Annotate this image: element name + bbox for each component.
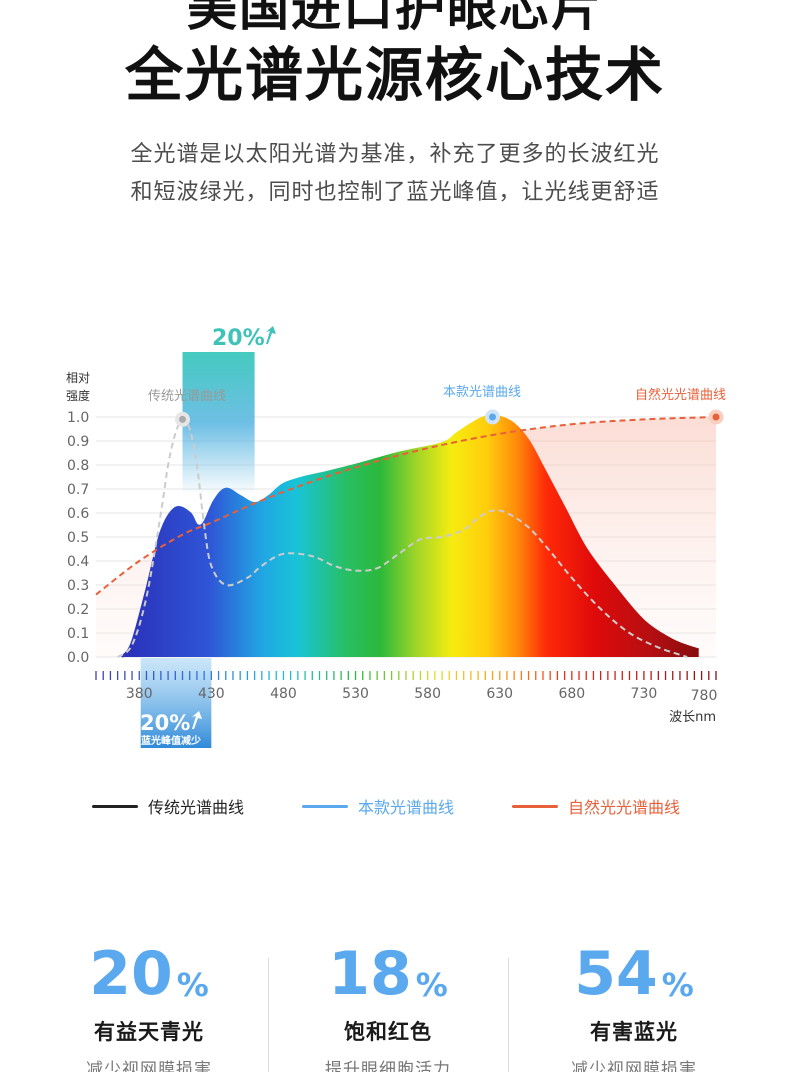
stat-unit: % [176,966,209,1004]
x-axis-label: 波长nm [669,710,716,725]
y-tick-labels: 0.0 0.1 0.2 0.3 0.4 0.5 0.6 0.7 0.8 0.9 1.0 [67,410,89,666]
y-tick-label: 0.7 [67,482,89,498]
up-arrow-icon [192,711,202,729]
y-tick-label: 0.0 [67,650,89,666]
y-tick-label: 0.2 [67,602,89,618]
stat-unit: % [661,966,694,1004]
x-ticks [95,671,717,680]
y-tick-label: 1.0 [67,410,89,426]
stat-desc: 减少视网膜损害 [86,1060,212,1072]
x-tick-label: 730 [631,686,658,702]
x-tick-labels: 380 430 480 530 580 630 680 730 780 [126,686,717,704]
x-tick-label: 780 [691,688,718,704]
x-tick-label: 680 [558,686,585,702]
bottom-percent-badge: 20% [140,711,190,735]
stat-label: 饱和红色 [344,1020,432,1044]
traditional-curve-line [116,418,688,658]
x-tick-label: 380 [126,686,153,702]
legend-item-traditional: 传统光谱曲线 [92,792,244,820]
y-tick-label: 0.6 [67,506,89,522]
x-tick-label: 480 [270,686,297,702]
up-arrow-icon [266,326,276,344]
x-tick-label: 630 [486,686,513,702]
x-tick-label: 580 [414,686,441,702]
stat-label: 有害蓝光 [590,1020,678,1044]
hero-title-top: 美国进口护眼芯片 [187,0,603,37]
stat-unit: % [415,966,448,1004]
natural-curve-line [95,416,717,596]
legend-label: 自然光光谱曲线 [568,798,681,817]
product-series-label: 本款光谱曲线 [443,385,521,400]
bottom-bar-caption: 蓝光峰值减少 [141,734,201,747]
legend-swatch [512,804,558,808]
stat-card-blue: 54% 有害蓝光 减少视网膜损害 [514,935,754,1072]
legend-item-product: 本款光谱曲线 [302,792,454,820]
top-percent-badge: 20% [212,326,265,351]
legend-swatch [302,804,348,808]
y-tick-label: 0.3 [67,578,89,594]
natural-peak-marker [708,409,724,425]
traditional-peak-marker [175,411,191,427]
stat-label: 有益天青光 [94,1020,204,1044]
bluelight-bottom-bar [140,658,212,748]
product-curve-line [120,414,700,658]
product-peak-marker [485,409,501,425]
spectrum-chart: 0.0 0.1 0.2 0.3 0.4 0.5 0.6 0.7 0.8 0.9 1.0 380 430… [66,326,726,748]
divider [268,958,269,1072]
stat-card-red: 18% 饱和红色 提升眼细胞活力 [268,935,508,1072]
stat-value: 54 [574,939,658,1009]
natural-series-label: 自然光光谱曲线 [635,387,726,403]
y-tick-label: 0.8 [67,458,89,474]
stat-value: 18 [328,939,412,1009]
subtitle-line-2: 和短波绿光，同时也控制了蓝光峰值，让光线更舒适 [130,180,660,205]
divider [508,958,509,1072]
subtitle-line-1: 全光谱是以太阳光谱为基准，补充了更多的长波红光 [130,142,660,167]
y-tick-label: 0.5 [67,530,89,546]
y-tick-label: 0.1 [67,626,89,642]
y-tick-label: 0.4 [67,554,89,570]
y-axis-label-2: 强度 [66,388,90,403]
spectrum-fill-area [121,416,699,657]
traditional-series-label: 传统光谱曲线 [148,389,226,404]
legend-item-natural: 自然光光谱曲线 [512,792,680,820]
legend-label: 本款光谱曲线 [358,798,455,817]
x-tick-label: 530 [342,686,369,702]
stat-desc: 提升眼细胞活力 [325,1060,451,1072]
x-tick-label: 430 [198,686,225,702]
stat-value: 20 [89,939,173,1009]
stat-desc: 减少视网膜损害 [571,1060,697,1072]
y-tick-label: 0.9 [67,434,89,450]
stat-card-cyan: 20% 有益天青光 减少视网膜损害 [29,935,269,1072]
legend-swatch [92,804,138,808]
legend-label: 传统光谱曲线 [148,798,245,817]
page-title: 全光谱光源核心技术 [124,41,665,109]
bluelight-top-bar [182,352,255,492]
y-axis-label: 相对 [66,371,90,385]
